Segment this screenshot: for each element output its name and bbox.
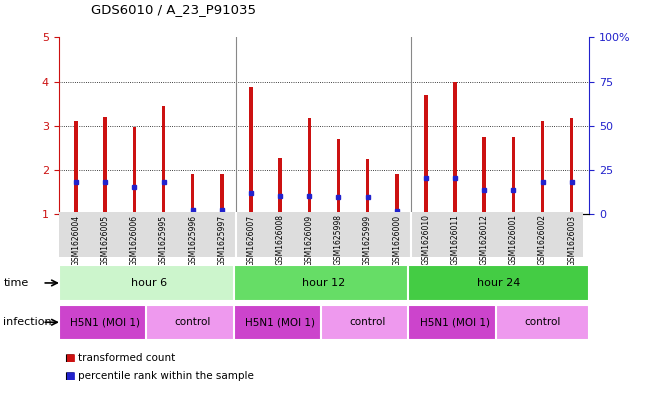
Text: GSM1626002: GSM1626002 (538, 215, 547, 266)
Bar (496, 305, 589, 340)
Bar (307, 118, 311, 214)
Text: H5N1 (MOI 1): H5N1 (MOI 1) (70, 317, 140, 327)
Text: GSM1626010: GSM1626010 (421, 215, 430, 266)
Text: GSM1626006: GSM1626006 (130, 215, 139, 266)
Text: GSM1626000: GSM1626000 (393, 215, 401, 266)
Bar (570, 118, 574, 214)
Bar (220, 174, 223, 214)
Bar (482, 137, 486, 214)
Text: control: control (174, 317, 211, 327)
Bar (133, 127, 136, 214)
Text: GSM1626011: GSM1626011 (450, 215, 460, 265)
Text: GSM1625996: GSM1625996 (188, 215, 197, 266)
Bar (279, 158, 282, 214)
Text: ■: ■ (65, 353, 75, 363)
Text: control: control (524, 317, 561, 327)
Text: GSM1626003: GSM1626003 (567, 215, 576, 266)
Bar (59, 265, 240, 301)
Bar (321, 305, 414, 340)
Text: hour 12: hour 12 (302, 278, 346, 288)
Text: GSM1626005: GSM1626005 (101, 215, 110, 266)
Text: H5N1 (MOI 1): H5N1 (MOI 1) (245, 317, 315, 327)
Text: GSM1626012: GSM1626012 (480, 215, 489, 265)
Text: GSM1625997: GSM1625997 (217, 215, 227, 266)
Bar (512, 137, 515, 214)
Bar (74, 121, 78, 214)
Bar (59, 305, 152, 340)
Bar (146, 305, 240, 340)
Text: infection: infection (3, 317, 52, 327)
Text: H5N1 (MOI 1): H5N1 (MOI 1) (420, 317, 490, 327)
Text: GSM1625995: GSM1625995 (159, 215, 168, 266)
Text: GSM1626007: GSM1626007 (247, 215, 255, 266)
Bar (234, 265, 414, 301)
Text: GDS6010 / A_23_P91035: GDS6010 / A_23_P91035 (91, 3, 256, 16)
Bar (104, 117, 107, 214)
Bar (234, 305, 327, 340)
Text: GSM1625999: GSM1625999 (363, 215, 372, 266)
Text: GSM1625998: GSM1625998 (334, 215, 343, 266)
Text: GSM1626004: GSM1626004 (72, 215, 81, 266)
Text: GSM1626009: GSM1626009 (305, 215, 314, 266)
Text: ■ transformed count: ■ transformed count (65, 353, 175, 363)
Text: control: control (350, 317, 386, 327)
Bar (395, 174, 398, 214)
Bar (249, 87, 253, 214)
Text: GSM1626001: GSM1626001 (509, 215, 518, 266)
Text: GSM1626008: GSM1626008 (275, 215, 284, 266)
Text: ■ percentile rank within the sample: ■ percentile rank within the sample (65, 371, 254, 382)
Bar (424, 95, 428, 214)
Bar (408, 265, 589, 301)
Bar (541, 121, 544, 214)
Text: hour 6: hour 6 (131, 278, 167, 288)
Bar (453, 82, 457, 214)
Bar (337, 139, 340, 214)
Text: ■: ■ (65, 371, 75, 382)
Bar (162, 106, 165, 214)
Bar (191, 174, 195, 214)
Text: time: time (3, 278, 29, 288)
Text: hour 24: hour 24 (477, 278, 520, 288)
Bar (366, 159, 369, 214)
Bar (408, 305, 502, 340)
